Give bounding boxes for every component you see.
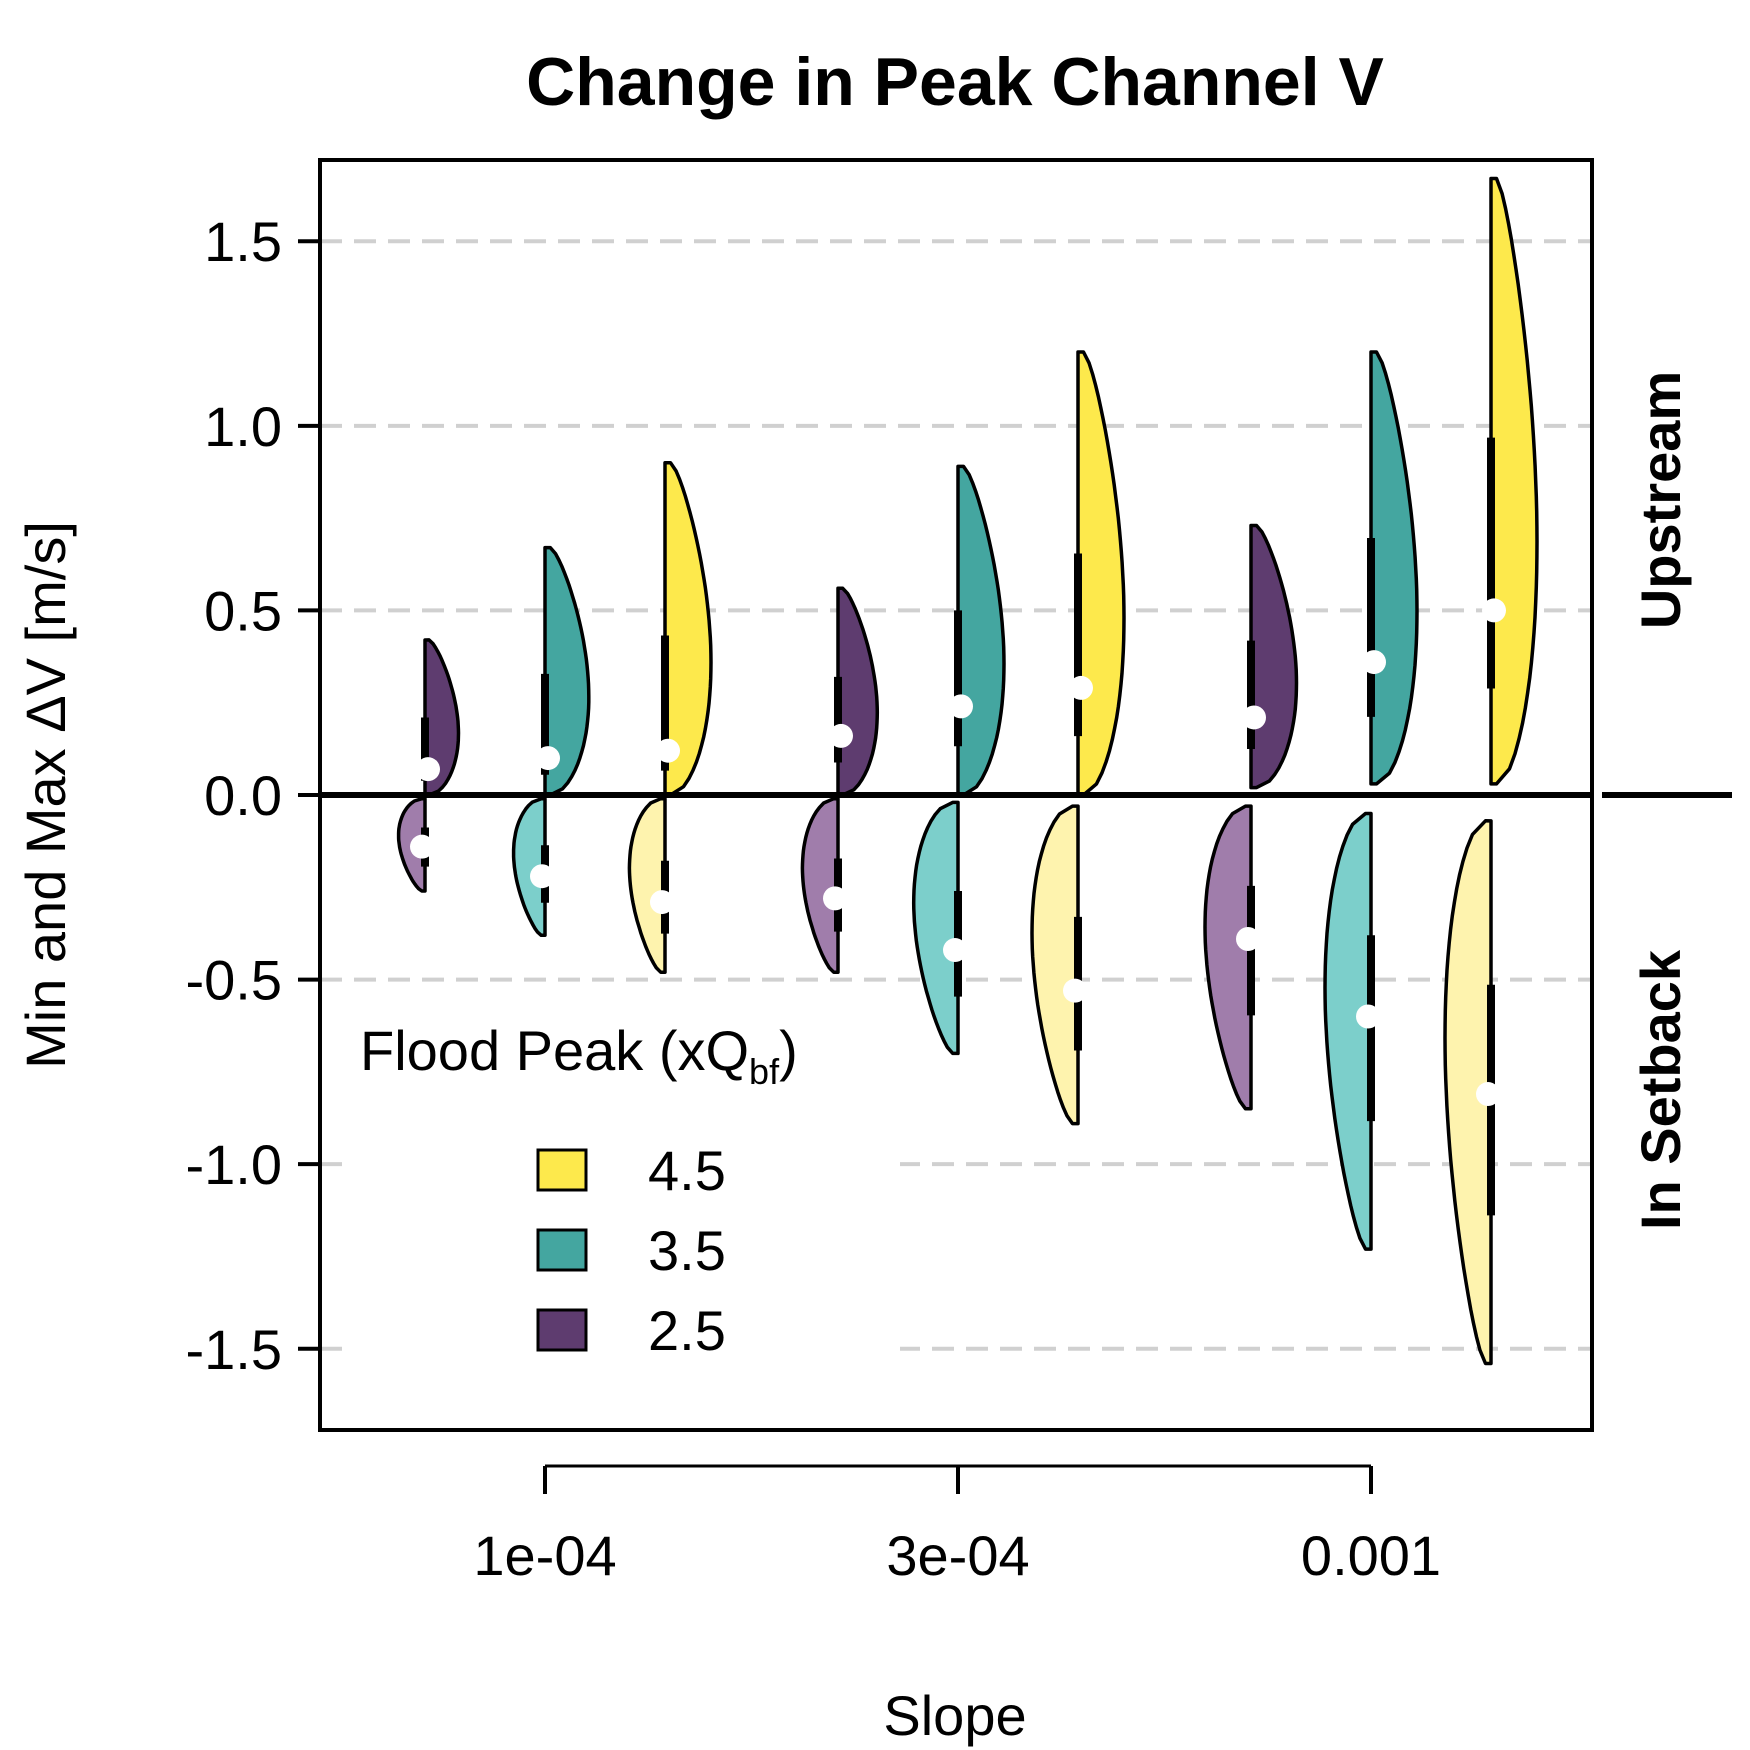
x-tick-label: 3e-04	[886, 1524, 1029, 1587]
violin-shape	[1076, 350, 1126, 797]
violin-shape	[511, 796, 547, 938]
y-tick-label: -1.5	[186, 1318, 283, 1381]
y-axis-label: Min and Max ΔV [m/s]	[14, 521, 77, 1069]
violin-setback-4.5-0.001	[1443, 819, 1500, 1366]
violin-shape	[1443, 819, 1493, 1366]
y-tick-label: 1.5	[204, 210, 282, 273]
violin-setback-4.5-1e-04	[627, 796, 674, 974]
legend-label: 3.5	[648, 1219, 726, 1282]
median-point	[650, 890, 674, 915]
legend-label: 2.5	[648, 1299, 726, 1362]
legend-swatch	[536, 1308, 588, 1352]
violin-upstream-4.5-0.001	[1482, 176, 1539, 786]
median-point	[1236, 926, 1260, 951]
median-point	[943, 938, 967, 963]
median-point	[1356, 1004, 1380, 1029]
median-point	[1482, 598, 1506, 623]
median-point	[823, 886, 847, 911]
x-tick-label: 1e-04	[473, 1524, 616, 1587]
median-point	[829, 723, 853, 748]
median-point	[416, 757, 440, 782]
median-point	[1476, 1082, 1500, 1107]
violin-shape	[1249, 523, 1299, 790]
violin-shape	[956, 464, 1006, 797]
y-tick-label: 0.0	[204, 764, 282, 827]
violin-shape	[1489, 176, 1539, 786]
y-tick-label: 0.5	[204, 579, 282, 642]
violin-upstream-2.5-1e-04	[416, 638, 461, 797]
violin-setback-2.5-0.001	[1203, 804, 1260, 1111]
chart-title: Change in Peak Channel V	[526, 44, 1384, 120]
legend: Flood Peak (xQbf) 4.5 3.5 2.5	[344, 1002, 900, 1406]
violin-shape	[663, 460, 713, 797]
y-axis: -1.5 -1.0 -0.5 0.0 0.5 1.0 1.5	[186, 210, 320, 1381]
violin-shape	[800, 796, 840, 974]
y-tick-label: -0.5	[186, 949, 283, 1012]
legend-swatch	[536, 1228, 588, 1272]
violin-upstream-3.5-3e-04	[949, 464, 1006, 797]
violin-shape	[836, 586, 880, 797]
violin-shape	[1369, 350, 1419, 786]
violin-upstream-3.5-1e-04	[536, 545, 591, 797]
side-label-upstream: Upstream	[1629, 371, 1692, 629]
legend-background	[344, 1002, 900, 1406]
violin-upstream-3.5-0.001	[1362, 350, 1419, 786]
violin-shape	[1323, 811, 1373, 1251]
median-point	[656, 738, 680, 763]
y-tick-label: 1.0	[204, 395, 282, 458]
violin-setback-4.5-3e-04	[1030, 804, 1087, 1126]
violin-setback-2.5-1e-04	[396, 796, 434, 893]
y-tick-label: -1.0	[186, 1133, 283, 1196]
violin-setback-3.5-3e-04	[911, 800, 967, 1056]
median-point	[1063, 978, 1087, 1003]
violin-upstream-2.5-0.001	[1242, 523, 1299, 790]
violin-shape	[1203, 804, 1253, 1111]
violin-upstream-4.5-3e-04	[1069, 350, 1126, 797]
x-axis: 1e-04 3e-04 0.001	[473, 1464, 1441, 1587]
violin-setback-3.5-0.001	[1323, 811, 1380, 1251]
median-point	[1069, 675, 1093, 700]
side-label-in-setback: In Setback	[1629, 949, 1692, 1230]
median-point	[536, 746, 560, 771]
x-tick-label: 0.001	[1301, 1524, 1441, 1587]
legend-title: Flood Peak (xQbf)	[360, 1019, 798, 1092]
median-point	[949, 694, 973, 719]
legend-label: 4.5	[648, 1139, 726, 1202]
violins	[396, 176, 1539, 1366]
violin-upstream-2.5-3e-04	[829, 586, 880, 797]
violin-shape	[627, 796, 667, 974]
violin-shape	[1030, 804, 1080, 1126]
median-point	[530, 864, 554, 889]
violin-shape	[423, 638, 461, 797]
legend-entries: 4.5 3.5 2.5	[536, 1139, 726, 1362]
x-axis-label: Slope	[883, 1684, 1026, 1747]
violin-upstream-4.5-1e-04	[656, 460, 713, 797]
median-point	[1242, 705, 1266, 730]
median-point	[410, 834, 434, 859]
violin-shape	[911, 800, 960, 1056]
legend-swatch	[536, 1148, 588, 1192]
median-point	[1362, 650, 1386, 675]
violin-setback-3.5-1e-04	[511, 796, 554, 938]
violin-shape	[543, 545, 591, 797]
violin-setback-2.5-3e-04	[800, 796, 847, 974]
